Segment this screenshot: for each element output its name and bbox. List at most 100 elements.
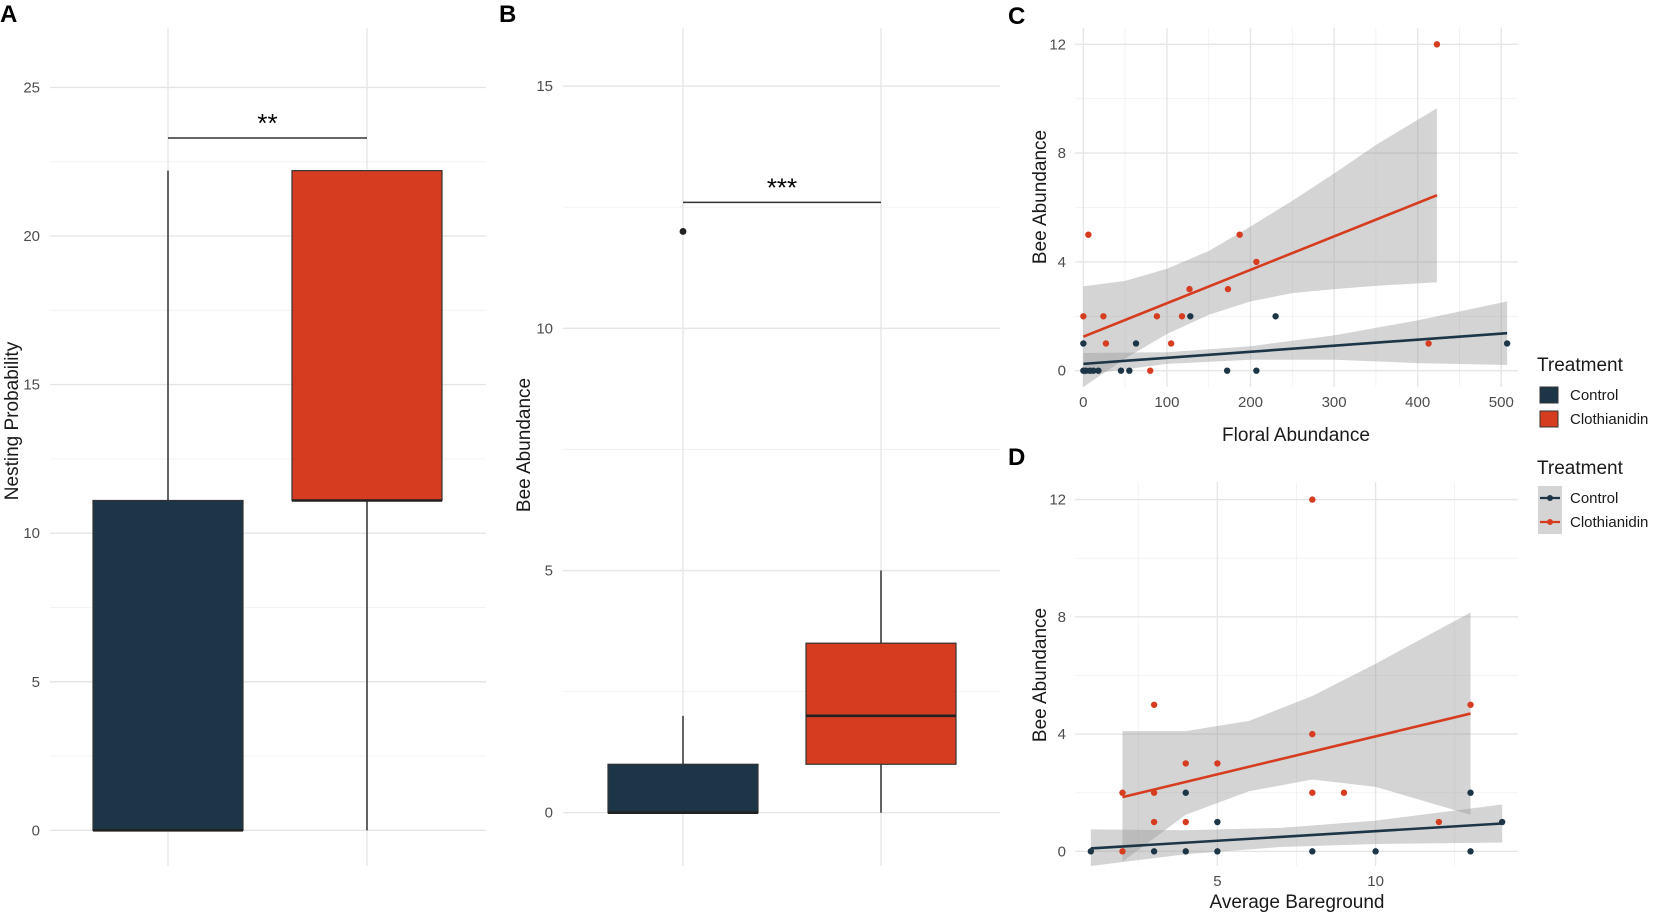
legend-c: Treatment Control Clothianidin (1537, 355, 1648, 428)
box-clothianidin (805, 642, 957, 765)
legend-key-clothianidin (1547, 519, 1553, 525)
data-point-control (1087, 848, 1095, 855)
x-tick-label-c: 400 (1405, 394, 1430, 411)
confidence-band-clothianidin (1083, 108, 1437, 387)
panel-label-a: A (0, 1, 17, 28)
data-point-control (1272, 313, 1279, 320)
confidence-band-clothianidin (1122, 612, 1471, 862)
data-point-clothianidin (1467, 701, 1474, 708)
y-tick-label-a: 25 (23, 79, 40, 96)
panel-b: B *** 0 5 10 15 Bee Abundance (499, 1, 1000, 866)
regression-line-clothianidin (1122, 712, 1471, 799)
data-point-clothianidin (1100, 313, 1107, 320)
data-point-clothianidin (1182, 760, 1189, 767)
outlier-point-control (679, 228, 687, 235)
data-point-clothianidin (1153, 313, 1161, 320)
data-point-control (1214, 848, 1221, 855)
x-tick-label-c: 500 (1489, 394, 1514, 411)
y-tick-label-b: 10 (536, 320, 553, 337)
y-tick-label-b: 15 (536, 78, 553, 95)
y-tick-label-d: 8 (1058, 609, 1066, 626)
x-tick-label-d: 5 (1213, 873, 1221, 890)
legend-title-c: Treatment (1537, 355, 1624, 376)
legend-key-clothianidin (1539, 410, 1559, 428)
box-control (92, 499, 244, 831)
data-point-clothianidin (1433, 41, 1441, 48)
panel-a: A ** 0 5 10 15 20 25 Nesting Probability (0, 1, 486, 866)
regression-line-control (1083, 331, 1508, 366)
data-point-clothianidin (1435, 818, 1443, 826)
data-point-clothianidin (1253, 258, 1260, 266)
data-point-control (1187, 313, 1194, 320)
x-axis-title-d: Average Bareground (1210, 892, 1385, 913)
legend-label-clothianidin: Clothianidin (1570, 514, 1648, 531)
y-tick-label-c: 8 (1058, 145, 1066, 162)
legend-label-control: Control (1570, 387, 1618, 404)
data-point-control (1309, 848, 1316, 855)
y-tick-label-c: 4 (1058, 254, 1066, 271)
x-tick-label-c: 0 (1079, 394, 1087, 411)
data-point-clothianidin (1119, 789, 1126, 796)
data-point-control (1150, 848, 1158, 855)
data-point-clothianidin (1147, 367, 1154, 374)
data-point-control (1214, 818, 1221, 826)
data-point-clothianidin (1150, 701, 1158, 708)
x-tick-label-d: 10 (1367, 873, 1384, 890)
data-point-control (1253, 367, 1260, 374)
panel-label-d: D (1008, 444, 1025, 471)
data-point-clothianidin (1085, 231, 1092, 238)
legend-label-control: Control (1570, 490, 1618, 507)
data-point-control (1372, 848, 1379, 855)
data-point-clothianidin (1150, 818, 1158, 826)
legend-title-d: Treatment (1537, 458, 1624, 479)
legend-key-control (1547, 495, 1553, 501)
y-tick-label-a: 5 (32, 674, 40, 691)
data-point-clothianidin (1309, 496, 1316, 503)
y-axis-title-a: Nesting Probability (2, 341, 23, 500)
legend-d: Treatment Control Clothianidin (1537, 458, 1648, 534)
data-point-clothianidin (1150, 789, 1158, 796)
y-tick-label-a: 15 (23, 377, 40, 394)
data-point-clothianidin (1119, 848, 1126, 855)
y-tick-label-a: 20 (23, 228, 40, 245)
data-point-control (1182, 848, 1189, 855)
panel-label-c: C (1008, 3, 1025, 30)
data-point-clothianidin (1309, 730, 1316, 738)
data-point-control (1182, 789, 1189, 796)
panel-c: C 0 4 8 12 0 100 200 300 400 500 Bee Abundance Fl… (1008, 3, 1648, 446)
x-tick-label-c: 300 (1322, 394, 1347, 411)
data-point-clothianidin (1425, 340, 1432, 347)
x-tick-label-c: 200 (1238, 394, 1263, 411)
y-tick-label-d: 4 (1058, 726, 1066, 743)
data-point-control (1467, 789, 1474, 796)
y-tick-label-b: 5 (545, 563, 553, 580)
data-point-clothianidin (1214, 760, 1221, 767)
data-point-control (1467, 848, 1474, 855)
regression-line-clothianidin (1082, 194, 1438, 338)
data-point-control (1090, 367, 1097, 374)
y-axis-title-b: Bee Abundance (514, 378, 535, 512)
data-point-control (1095, 367, 1102, 374)
panel-d: D 0 4 8 12 5 10 Bee Abundance Average Baregro… (1008, 444, 1648, 913)
data-point-control (1223, 367, 1231, 374)
data-point-clothianidin (1340, 789, 1348, 796)
data-point-control (1126, 367, 1133, 374)
panel-label-b: B (499, 1, 516, 28)
data-point-clothianidin (1186, 285, 1193, 293)
data-point-clothianidin (1309, 789, 1316, 796)
x-tick-label-c: 100 (1154, 394, 1179, 411)
data-point-control (1080, 340, 1087, 347)
y-tick-label-c: 0 (1058, 363, 1066, 380)
data-point-clothianidin (1236, 231, 1243, 238)
legend-label-clothianidin: Clothianidin (1570, 411, 1648, 428)
data-point-control (1117, 367, 1125, 374)
data-point-clothianidin (1182, 818, 1189, 826)
y-axis-title-d: Bee Abundance (1030, 608, 1051, 742)
data-point-clothianidin (1224, 285, 1232, 293)
data-point-control (1503, 340, 1511, 347)
y-tick-label-d: 12 (1049, 492, 1066, 509)
significance-label-a: ** (257, 108, 277, 138)
x-axis-title-c: Floral Abundance (1222, 425, 1370, 446)
y-tick-label-a: 10 (23, 525, 40, 542)
